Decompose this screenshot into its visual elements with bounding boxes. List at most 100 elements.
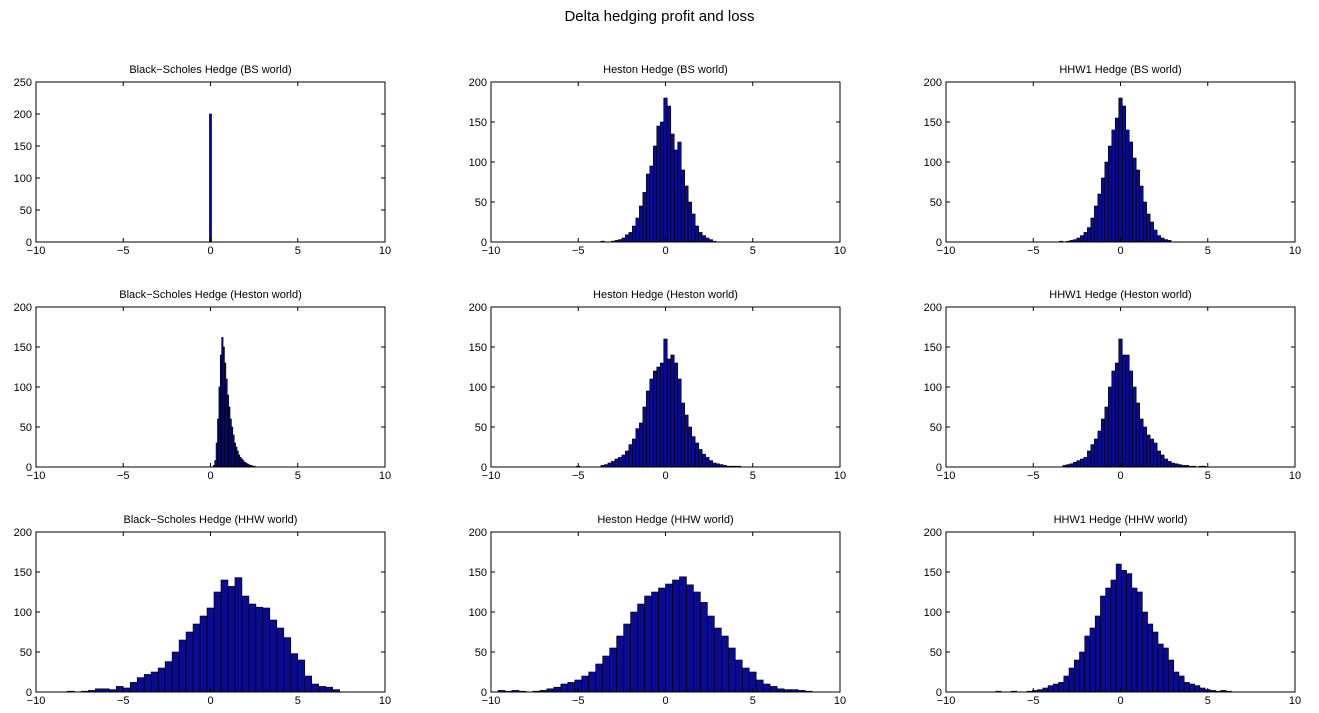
histogram-bar [150,671,159,693]
x-tick-label: −5 [1027,470,1040,482]
x-tick-label: −10 [27,470,46,482]
subplot-5: Heston Hedge (Heston world)−10 −5 0 5 100501… [469,289,846,482]
x-tick-label: −10 [937,695,956,707]
y-tick-label: 0 [936,462,942,474]
histogram-bar [1068,667,1075,693]
subplot-title: HHW1 Hedge (Heston world) [1049,289,1191,301]
histogram-bar [646,390,651,468]
histogram-bar [728,647,736,693]
x-tick-label: 5 [1205,470,1211,482]
y-tick-label: 150 [14,342,32,354]
histogram-bar [241,595,250,693]
histogram-bar [1153,229,1158,243]
x-tick-label: −5 [572,245,585,257]
y-tick-label: 200 [469,527,487,539]
y-tick-label: 50 [475,197,487,209]
histogram-bar [1094,438,1099,468]
x-tick-label: −5 [1027,695,1040,707]
histogram-bar [623,623,631,693]
histogram-bar [1142,426,1147,468]
histogram-bar [255,606,264,693]
y-tick-label: 150 [469,342,487,354]
y-tick-label: 150 [469,567,487,579]
histogram-bar [1087,227,1092,243]
x-tick-label: 10 [834,470,846,482]
histogram-bar [769,686,778,693]
histogram-bar [625,234,630,243]
histogram-bar [1132,157,1137,243]
subplot-9: HHW1 Hedge (HHW world)−10 −5 0 5 10050100150… [924,514,1301,707]
histogram-bar [646,173,651,243]
subplot-6: HHW1 Hedge (Heston world)−10 −5 0 5 10050100… [924,289,1301,482]
y-tick-label: 200 [469,77,487,89]
histogram-bar [698,232,703,243]
histogram-bar [262,607,271,693]
histogram-bar [1142,201,1147,243]
histogram-bar [1149,221,1154,243]
histogram-bar [1104,406,1109,468]
histogram-bar [701,453,706,468]
histogram-bar [1157,643,1164,693]
histogram-bar [670,354,675,468]
histogram-bar [1135,169,1140,243]
y-tick-label: 50 [475,647,487,659]
histogram-bar [632,438,637,468]
y-tick-label: 0 [26,237,32,249]
y-tick-label: 50 [475,422,487,434]
histogram-bar [672,579,680,693]
histogram-bar [122,687,131,693]
histogram-bar [1111,129,1116,243]
histogram-bar [1079,651,1086,693]
x-tick-label: −5 [572,695,585,707]
histogram-bar [1063,675,1070,693]
histogram-bar [1160,237,1165,243]
y-tick-label: 200 [14,109,32,121]
histogram-bar [283,637,292,693]
x-tick-label: 5 [295,470,301,482]
y-tick-label: 250 [14,77,32,89]
histogram-bar [325,686,333,693]
x-tick-label: 10 [379,470,391,482]
subplot-title: Heston Hedge (BS world) [603,64,728,76]
subplot-8: Heston Hedge (HHW world)−10 −5 0 5 100501001… [469,514,846,707]
x-tick-label: 5 [295,245,301,257]
histogram-bar [659,362,665,468]
histogram-bar [1178,675,1185,693]
histogram-bar [651,591,659,693]
histogram-bar [1139,185,1144,243]
x-tick-label: 0 [1117,695,1123,707]
y-tick-label: 100 [14,607,32,619]
histogram-bar [1084,635,1091,693]
histogram-bar [1115,563,1122,693]
histogram-bar [684,185,689,243]
x-tick-label: 0 [662,695,668,707]
histogram-bar [656,125,661,243]
x-tick-label: 5 [750,245,756,257]
histogram-bar [665,583,673,693]
x-tick-label: −10 [937,245,956,257]
histogram-bar [318,686,326,693]
y-tick-label: 150 [924,117,942,129]
histogram-bar [1107,386,1113,468]
histogram-bar [185,631,194,693]
y-tick-label: 200 [14,527,32,539]
histogram-bar [297,659,306,693]
histogram-bar [206,607,215,693]
histogram-bar [311,683,319,693]
histogram-bar [663,97,668,243]
histogram-bar [248,603,257,693]
histogram-bar [1194,685,1201,693]
x-tick-label: −5 [1027,245,1040,257]
histogram-bar [1047,685,1054,693]
histogram-bar [213,591,222,693]
y-tick-label: 100 [924,157,942,169]
histogram-bar [673,362,679,468]
y-tick-label: 50 [930,422,942,434]
histogram-bar [658,587,666,693]
histogram-bar [1142,611,1148,693]
y-tick-label: 50 [20,647,32,659]
histogram-bar [595,663,603,693]
histogram-bar [642,406,647,468]
histogram-bar [1105,587,1112,693]
